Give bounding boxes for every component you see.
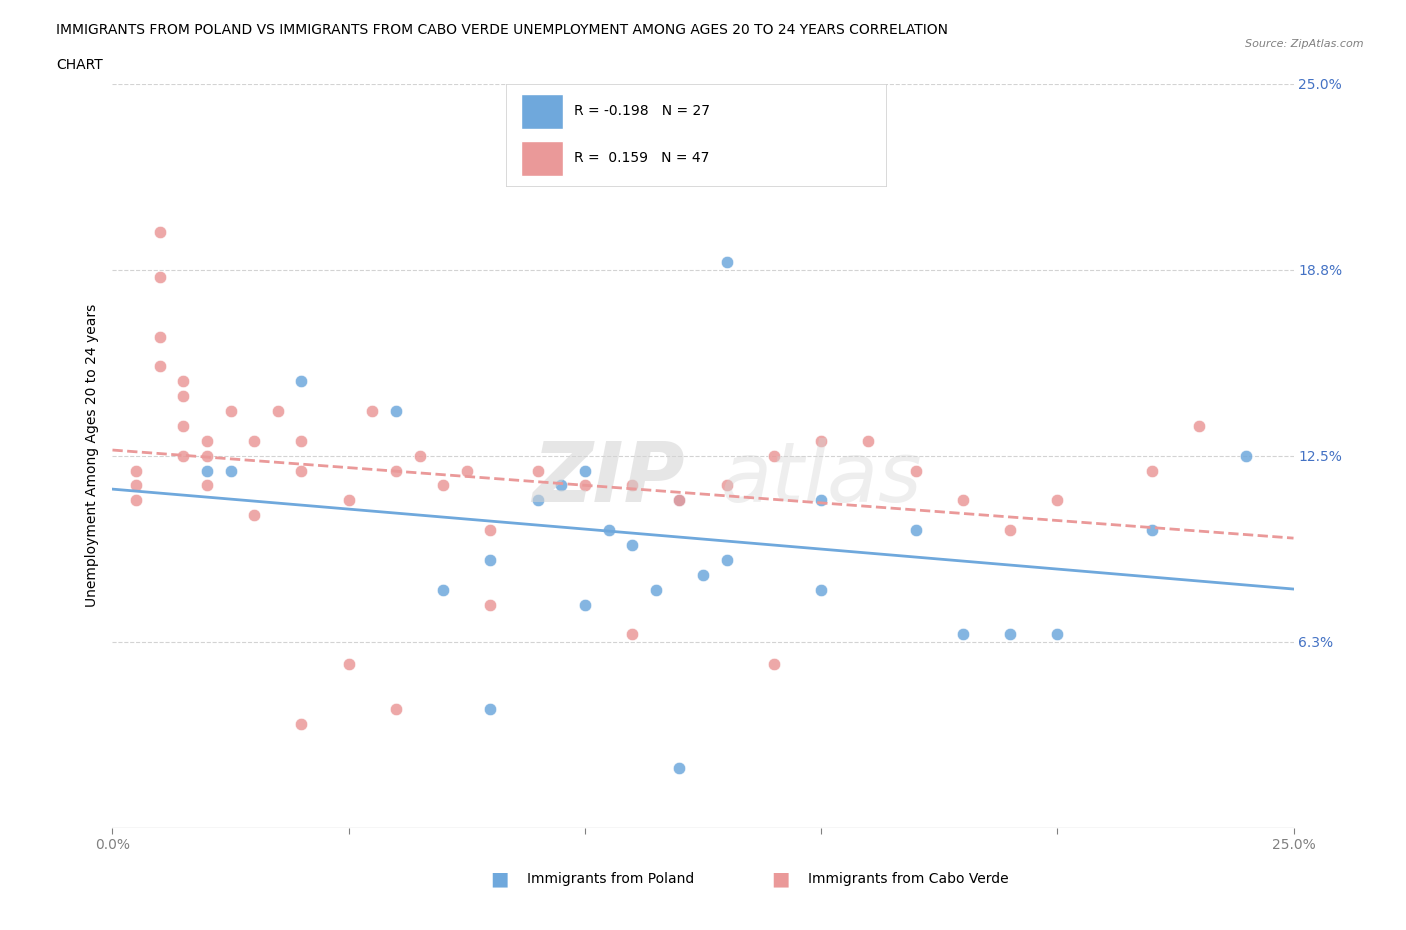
Bar: [522, 94, 562, 128]
Point: [526, 493, 548, 508]
Point: [432, 582, 454, 597]
Point: [1188, 418, 1211, 433]
Text: ZIP: ZIP: [533, 437, 685, 519]
Text: Source: ZipAtlas.com: Source: ZipAtlas.com: [1246, 39, 1364, 49]
Point: [195, 463, 218, 478]
Point: [716, 552, 738, 567]
Point: [668, 761, 690, 776]
Point: [952, 493, 974, 508]
Point: [810, 493, 832, 508]
Point: [219, 463, 242, 478]
Point: [149, 270, 172, 285]
Point: [290, 716, 312, 731]
Point: [668, 493, 690, 508]
Point: [1046, 493, 1069, 508]
Point: [456, 463, 478, 478]
Point: [479, 701, 502, 716]
Point: [408, 448, 430, 463]
Point: [479, 523, 502, 538]
Point: [692, 567, 714, 582]
Bar: [522, 141, 562, 176]
Point: [125, 493, 148, 508]
Point: [952, 627, 974, 642]
Point: [1234, 448, 1257, 463]
Point: [479, 597, 502, 612]
Point: [621, 538, 644, 552]
Point: [904, 463, 927, 478]
Point: [385, 404, 408, 418]
Point: [219, 404, 242, 418]
Point: [1046, 627, 1069, 642]
Point: [998, 523, 1021, 538]
Point: [668, 493, 690, 508]
Text: Immigrants from Cabo Verde: Immigrants from Cabo Verde: [808, 871, 1010, 886]
Point: [1140, 523, 1163, 538]
Y-axis label: Unemployment Among Ages 20 to 24 years: Unemployment Among Ages 20 to 24 years: [84, 304, 98, 607]
Point: [574, 463, 596, 478]
Point: [337, 493, 360, 508]
Point: [195, 478, 218, 493]
Point: [337, 657, 360, 671]
Point: [1140, 463, 1163, 478]
Point: [243, 433, 266, 448]
Point: [716, 255, 738, 270]
Point: [716, 478, 738, 493]
Point: [149, 329, 172, 344]
Point: [526, 463, 548, 478]
Point: [385, 701, 408, 716]
Point: [810, 433, 832, 448]
Point: [385, 463, 408, 478]
Point: [125, 463, 148, 478]
Text: Immigrants from Poland: Immigrants from Poland: [527, 871, 695, 886]
Point: [172, 374, 194, 389]
Point: [290, 463, 312, 478]
Point: [762, 448, 785, 463]
Text: ■: ■: [489, 870, 509, 888]
Point: [762, 657, 785, 671]
Point: [361, 404, 384, 418]
Point: [149, 225, 172, 240]
Point: [149, 359, 172, 374]
Point: [479, 552, 502, 567]
Point: [290, 374, 312, 389]
Point: [125, 478, 148, 493]
Text: R =  0.159   N = 47: R = 0.159 N = 47: [575, 152, 710, 166]
Point: [550, 478, 572, 493]
Text: R = -0.198   N = 27: R = -0.198 N = 27: [575, 104, 710, 118]
Point: [290, 433, 312, 448]
Point: [621, 627, 644, 642]
Point: [598, 523, 620, 538]
Point: [621, 478, 644, 493]
Point: [172, 418, 194, 433]
Point: [172, 448, 194, 463]
Point: [904, 523, 927, 538]
Text: atlas: atlas: [720, 437, 922, 519]
Point: [810, 582, 832, 597]
Point: [574, 478, 596, 493]
Point: [172, 389, 194, 404]
Text: CHART: CHART: [56, 58, 103, 72]
Point: [432, 478, 454, 493]
Text: ■: ■: [770, 870, 790, 888]
Point: [267, 404, 290, 418]
Point: [858, 433, 880, 448]
Point: [998, 627, 1021, 642]
Point: [195, 448, 218, 463]
Text: IMMIGRANTS FROM POLAND VS IMMIGRANTS FROM CABO VERDE UNEMPLOYMENT AMONG AGES 20 : IMMIGRANTS FROM POLAND VS IMMIGRANTS FRO…: [56, 23, 948, 37]
Point: [644, 582, 666, 597]
Point: [195, 433, 218, 448]
Point: [243, 508, 266, 523]
Point: [574, 597, 596, 612]
